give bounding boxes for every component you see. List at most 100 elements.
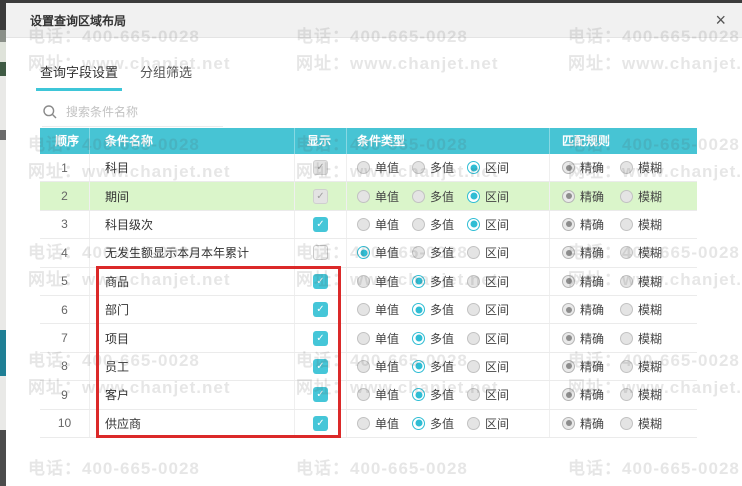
radio-circle[interactable] [467, 189, 481, 203]
show-checkbox[interactable]: ✓ [313, 330, 328, 346]
radio-circle[interactable] [412, 331, 426, 345]
match-radio-fuzzy[interactable]: 模糊 [620, 301, 662, 318]
type-radio-range[interactable]: 区间 [467, 330, 509, 347]
search-input[interactable] [66, 105, 206, 119]
type-radio-multi-value[interactable]: 多值 [412, 386, 454, 403]
radio-circle[interactable] [562, 274, 575, 288]
match-radio-exact[interactable]: 精确 [562, 358, 604, 375]
radio-circle[interactable] [357, 189, 370, 203]
radio-circle[interactable] [412, 416, 426, 430]
radio-circle[interactable] [562, 303, 575, 317]
show-checkbox[interactable]: ✓ [313, 273, 328, 289]
radio-circle[interactable] [412, 359, 426, 373]
radio-circle[interactable] [357, 217, 370, 231]
type-radio-multi-value[interactable]: 多值 [412, 159, 454, 176]
radio-circle[interactable] [412, 161, 426, 175]
type-radio-range[interactable]: 区间 [467, 386, 509, 403]
match-radio-exact[interactable]: 精确 [562, 188, 604, 205]
radio-circle[interactable] [357, 331, 370, 345]
radio-circle[interactable] [467, 303, 481, 317]
radio-circle[interactable] [620, 189, 634, 203]
radio-circle[interactable] [412, 274, 426, 288]
type-radio-multi-value[interactable]: 多值 [412, 188, 454, 205]
type-radio-range[interactable]: 区间 [467, 159, 509, 176]
radio-circle[interactable] [562, 331, 575, 345]
radio-circle[interactable] [357, 388, 370, 402]
match-radio-exact[interactable]: 精确 [562, 273, 604, 290]
radio-circle[interactable] [412, 388, 426, 402]
type-radio-range[interactable]: 区间 [467, 273, 509, 290]
match-radio-fuzzy[interactable]: 模糊 [620, 188, 662, 205]
radio-circle[interactable] [562, 416, 575, 430]
radio-circle[interactable] [620, 416, 634, 430]
match-radio-fuzzy[interactable]: 模糊 [620, 386, 662, 403]
type-radio-range[interactable]: 区间 [467, 188, 509, 205]
radio-circle[interactable] [620, 217, 634, 231]
match-radio-exact[interactable]: 精确 [562, 159, 604, 176]
type-radio-multi-value[interactable]: 多值 [412, 216, 454, 233]
type-radio-single-value[interactable]: 单值 [357, 273, 399, 290]
radio-circle[interactable] [357, 416, 370, 430]
radio-circle[interactable] [562, 189, 575, 203]
radio-circle[interactable] [620, 388, 634, 402]
match-radio-exact[interactable]: 精确 [562, 415, 604, 432]
show-checkbox[interactable]: ✓ [313, 302, 328, 318]
type-radio-single-value[interactable]: 单值 [357, 415, 399, 432]
radio-circle[interactable] [467, 416, 481, 430]
type-radio-range[interactable]: 区间 [467, 358, 509, 375]
show-checkbox[interactable]: ✓ [313, 387, 328, 403]
type-radio-single-value[interactable]: 单值 [357, 159, 399, 176]
type-radio-range[interactable]: 区间 [467, 301, 509, 318]
type-radio-multi-value[interactable]: 多值 [412, 273, 454, 290]
radio-circle[interactable] [467, 246, 481, 260]
type-radio-multi-value[interactable]: 多值 [412, 330, 454, 347]
radio-circle[interactable] [562, 217, 575, 231]
radio-circle[interactable] [412, 303, 426, 317]
radio-circle[interactable] [467, 331, 481, 345]
match-radio-fuzzy[interactable]: 模糊 [620, 358, 662, 375]
radio-circle[interactable] [562, 359, 575, 373]
radio-circle[interactable] [620, 274, 634, 288]
type-radio-range[interactable]: 区间 [467, 415, 509, 432]
radio-circle[interactable] [357, 359, 370, 373]
radio-circle[interactable] [467, 388, 481, 402]
radio-circle[interactable] [357, 303, 370, 317]
show-checkbox[interactable]: ✓ [313, 415, 328, 431]
radio-circle[interactable] [467, 274, 481, 288]
match-radio-fuzzy[interactable]: 模糊 [620, 159, 662, 176]
show-checkbox[interactable]: ✓ [313, 160, 328, 176]
match-radio-fuzzy[interactable]: 模糊 [620, 415, 662, 432]
radio-circle[interactable] [620, 303, 634, 317]
show-checkbox[interactable] [313, 245, 328, 261]
radio-circle[interactable] [412, 246, 426, 260]
match-radio-exact[interactable]: 精确 [562, 386, 604, 403]
radio-circle[interactable] [562, 161, 575, 175]
type-radio-single-value[interactable]: 单值 [357, 358, 399, 375]
match-radio-fuzzy[interactable]: 模糊 [620, 244, 662, 261]
match-radio-exact[interactable]: 精确 [562, 216, 604, 233]
show-checkbox[interactable]: ✓ [313, 358, 328, 374]
type-radio-multi-value[interactable]: 多值 [412, 358, 454, 375]
type-radio-multi-value[interactable]: 多值 [412, 301, 454, 318]
radio-circle[interactable] [412, 189, 426, 203]
radio-circle[interactable] [467, 217, 481, 231]
radio-circle[interactable] [562, 246, 575, 260]
match-radio-exact[interactable]: 精确 [562, 244, 604, 261]
radio-circle[interactable] [467, 161, 481, 175]
type-radio-range[interactable]: 区间 [467, 216, 509, 233]
type-radio-single-value[interactable]: 单值 [357, 301, 399, 318]
radio-circle[interactable] [620, 359, 634, 373]
match-radio-fuzzy[interactable]: 模糊 [620, 216, 662, 233]
show-checkbox[interactable]: ✓ [313, 188, 328, 204]
match-radio-exact[interactable]: 精确 [562, 330, 604, 347]
match-radio-exact[interactable]: 精确 [562, 301, 604, 318]
radio-circle[interactable] [620, 246, 634, 260]
type-radio-multi-value[interactable]: 多值 [412, 244, 454, 261]
type-radio-single-value[interactable]: 单值 [357, 330, 399, 347]
radio-circle[interactable] [412, 217, 426, 231]
radio-circle[interactable] [357, 274, 370, 288]
radio-circle[interactable] [357, 246, 370, 260]
close-icon[interactable]: × [715, 10, 726, 30]
show-checkbox[interactable]: ✓ [313, 216, 328, 232]
type-radio-single-value[interactable]: 单值 [357, 386, 399, 403]
